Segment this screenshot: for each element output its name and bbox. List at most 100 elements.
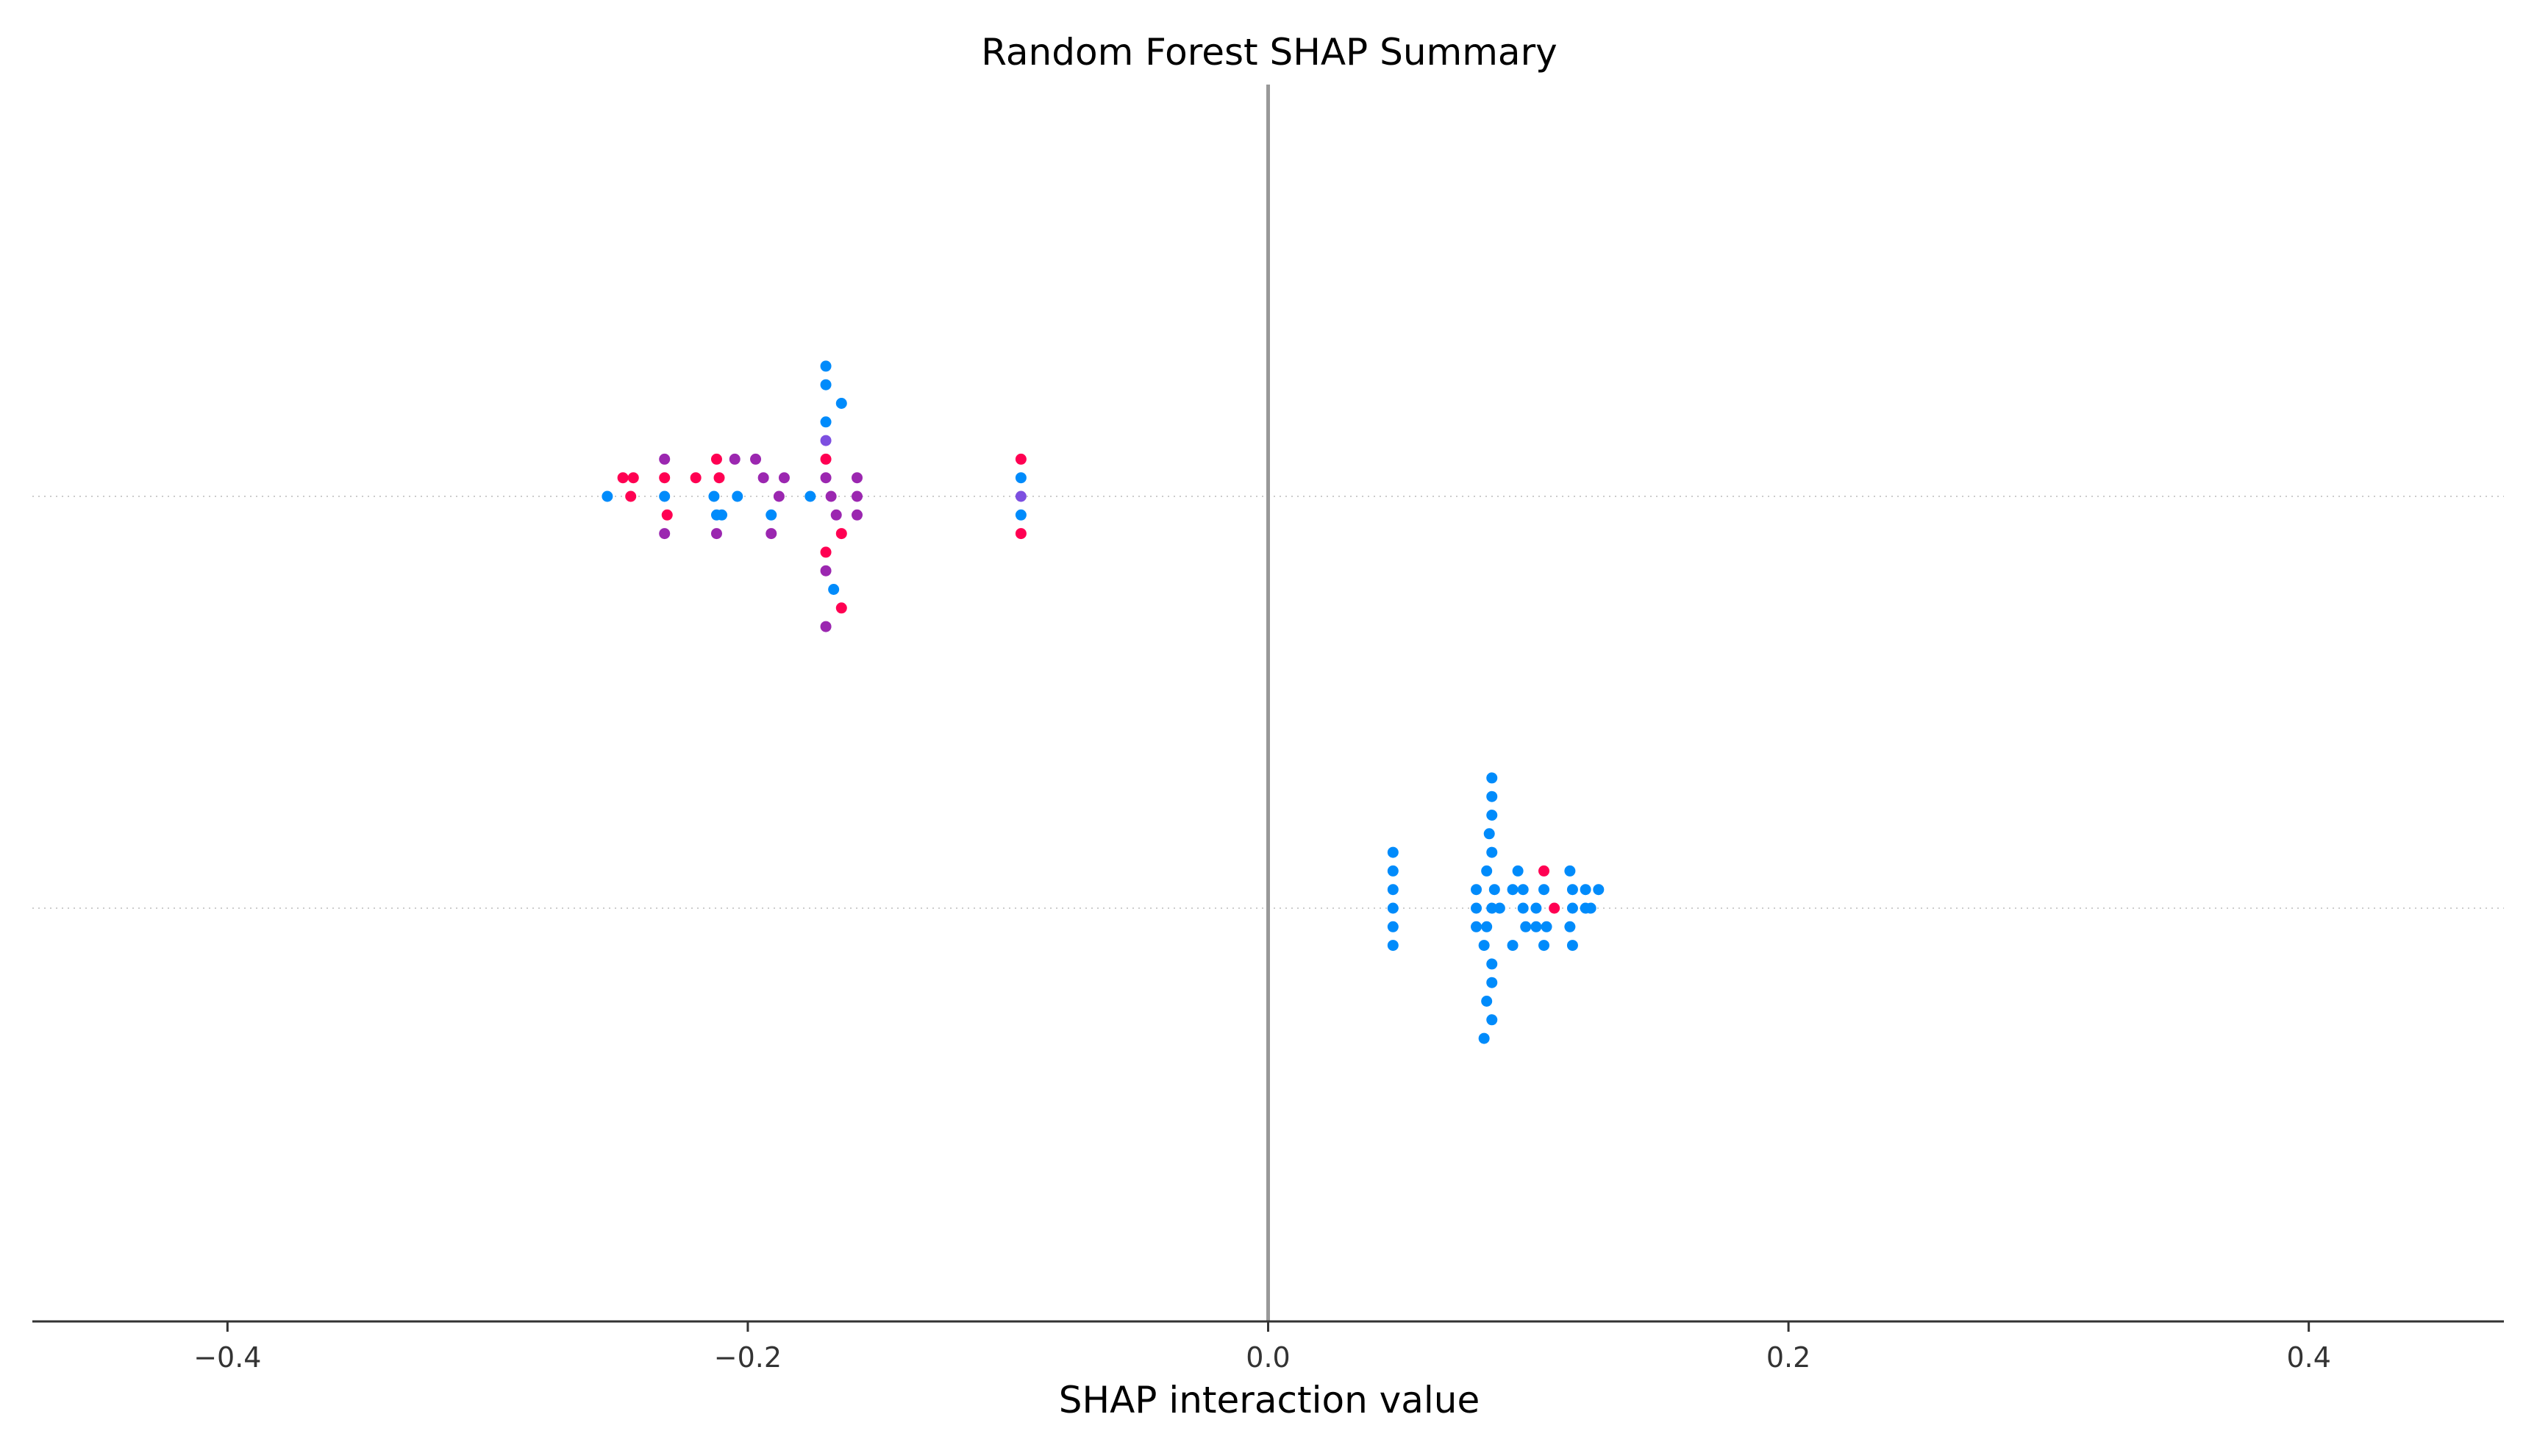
data-point-row1-32 xyxy=(1481,921,1493,932)
data-point-row0-3 xyxy=(820,416,832,428)
data-point-row1-41 xyxy=(1566,940,1578,952)
x-tick-label-2: 0.0 xyxy=(1246,1341,1290,1374)
data-point-row0-8 xyxy=(750,453,762,465)
data-point-row0-11 xyxy=(617,472,629,484)
data-point-row0-27 xyxy=(804,490,816,502)
data-point-row0-47 xyxy=(820,621,832,632)
data-point-row0-17 xyxy=(778,472,790,484)
data-point-row1-4 xyxy=(1387,846,1399,858)
data-point-row1-43 xyxy=(1486,977,1498,988)
data-point-row1-38 xyxy=(1478,940,1490,952)
data-point-row1-24 xyxy=(1517,902,1529,914)
data-point-row1-39 xyxy=(1507,940,1519,952)
data-point-row0-5 xyxy=(659,453,671,465)
data-point-row1-20 xyxy=(1387,902,1399,914)
data-point-row1-23 xyxy=(1494,902,1505,914)
data-point-row0-1 xyxy=(820,379,832,390)
data-point-row0-6 xyxy=(710,453,722,465)
data-point-row1-10 xyxy=(1564,865,1576,877)
data-point-row0-16 xyxy=(757,472,769,484)
x-tick-label-0: −0.4 xyxy=(193,1341,261,1374)
data-point-row1-16 xyxy=(1538,884,1550,896)
data-point-row0-10 xyxy=(1015,453,1027,465)
data-point-row0-14 xyxy=(690,472,702,484)
data-point-row0-2 xyxy=(835,398,847,409)
data-point-row1-14 xyxy=(1507,884,1519,896)
data-point-row0-0 xyxy=(820,360,832,372)
data-point-row0-30 xyxy=(1015,490,1027,502)
chart-title: Random Forest SHAP Summary xyxy=(981,31,1557,74)
data-point-row0-37 xyxy=(1015,509,1027,521)
data-point-row0-22 xyxy=(625,490,637,502)
data-point-row1-9 xyxy=(1538,865,1550,877)
x-tick-label-3: 0.2 xyxy=(1766,1341,1810,1374)
data-point-row1-37 xyxy=(1387,940,1399,952)
data-point-row1-13 xyxy=(1488,884,1500,896)
data-point-row0-43 xyxy=(820,546,832,558)
data-point-row0-23 xyxy=(659,490,671,502)
data-point-row1-26 xyxy=(1549,902,1560,914)
data-point-row0-39 xyxy=(710,528,722,540)
data-point-row0-45 xyxy=(828,584,840,595)
data-point-row0-20 xyxy=(1015,472,1027,484)
data-point-row1-25 xyxy=(1530,902,1542,914)
data-point-row0-33 xyxy=(716,509,728,521)
data-point-row1-17 xyxy=(1566,884,1578,896)
data-point-row1-27 xyxy=(1566,902,1578,914)
data-point-row1-19 xyxy=(1593,884,1605,896)
data-point-row1-15 xyxy=(1517,884,1529,896)
data-point-row1-40 xyxy=(1538,940,1550,952)
data-point-row1-11 xyxy=(1387,884,1399,896)
data-point-row0-18 xyxy=(820,472,832,484)
data-point-row0-28 xyxy=(825,490,837,502)
data-point-row1-21 xyxy=(1471,902,1482,914)
data-point-row1-6 xyxy=(1387,865,1399,877)
data-point-row0-38 xyxy=(659,528,671,540)
data-point-row0-19 xyxy=(852,472,863,484)
data-point-row1-42 xyxy=(1486,958,1498,970)
data-point-row1-46 xyxy=(1478,1032,1490,1044)
data-point-row1-22 xyxy=(1486,902,1498,914)
data-point-row1-0 xyxy=(1486,772,1498,784)
x-axis-ticks: −0.4 −0.2 0.0 0.2 0.4 xyxy=(193,1321,2331,1374)
data-point-row1-12 xyxy=(1471,884,1482,896)
data-point-row0-40 xyxy=(766,528,777,540)
x-tick-label-1: −0.2 xyxy=(714,1341,782,1374)
data-point-row0-24 xyxy=(708,490,720,502)
data-point-row0-46 xyxy=(835,602,847,614)
data-point-row1-33 xyxy=(1520,921,1532,932)
data-point-row0-25 xyxy=(732,490,743,502)
data-point-row0-29 xyxy=(852,490,863,502)
data-point-row1-7 xyxy=(1481,865,1493,877)
data-points xyxy=(602,360,1605,1044)
data-point-row1-1 xyxy=(1486,791,1498,802)
data-point-row1-44 xyxy=(1481,996,1493,1007)
data-point-row0-12 xyxy=(627,472,639,484)
data-point-row0-31 xyxy=(661,509,673,521)
data-point-row0-7 xyxy=(729,453,741,465)
data-point-row0-9 xyxy=(820,453,832,465)
data-point-row1-5 xyxy=(1486,846,1498,858)
data-point-row1-30 xyxy=(1387,921,1399,932)
data-point-row0-13 xyxy=(659,472,671,484)
data-point-row0-26 xyxy=(773,490,785,502)
data-point-row1-8 xyxy=(1512,865,1524,877)
data-point-row1-3 xyxy=(1483,828,1495,840)
data-point-row0-36 xyxy=(852,509,863,521)
data-point-row0-4 xyxy=(820,435,832,446)
data-point-row0-35 xyxy=(830,509,842,521)
data-point-row0-21 xyxy=(602,490,613,502)
data-point-row1-34 xyxy=(1530,921,1542,932)
data-point-row1-29 xyxy=(1585,902,1596,914)
data-point-row1-45 xyxy=(1486,1014,1498,1026)
data-point-row1-31 xyxy=(1471,921,1482,932)
data-point-row1-2 xyxy=(1486,810,1498,821)
data-point-row0-15 xyxy=(713,472,725,484)
data-point-row0-41 xyxy=(835,528,847,540)
data-point-row0-34 xyxy=(766,509,777,521)
data-point-row0-44 xyxy=(820,565,832,577)
x-axis-label: SHAP interaction value xyxy=(1059,1379,1480,1421)
data-point-row1-18 xyxy=(1580,884,1591,896)
data-point-row1-36 xyxy=(1564,921,1576,932)
